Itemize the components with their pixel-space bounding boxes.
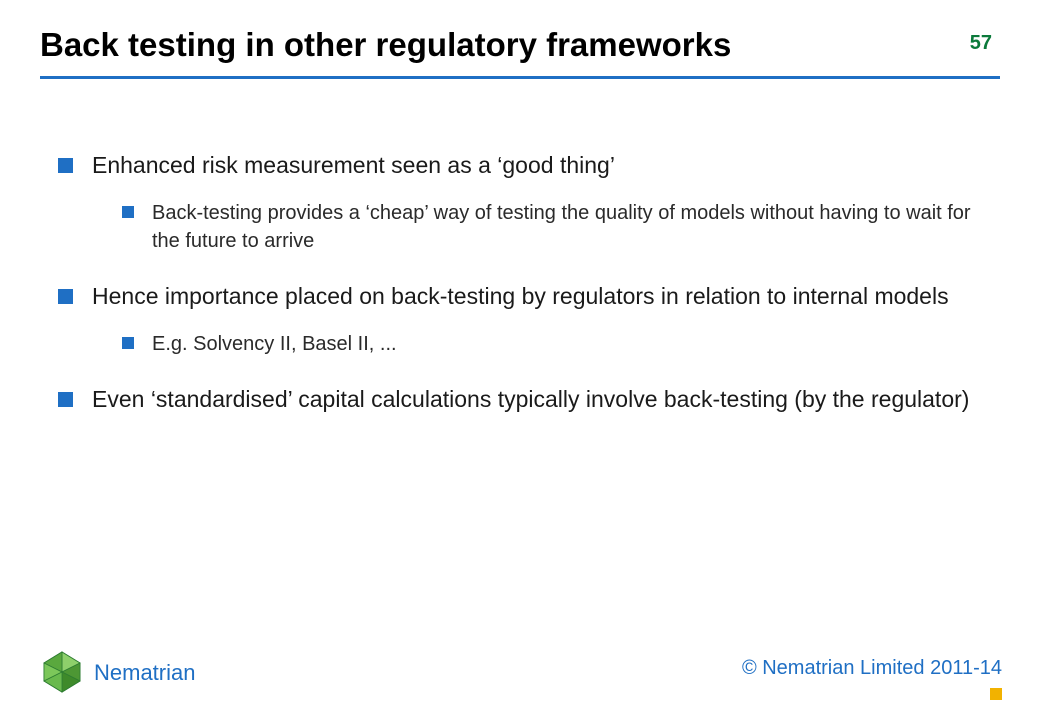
footer: Nematrian © Nematrian Limited 2011-14: [40, 646, 1020, 700]
sub-bullet-item: E.g. Solvency II, Basel II, ...: [122, 330, 982, 358]
sub-bullet-text: E.g. Solvency II, Basel II, ...: [152, 333, 397, 355]
bullet-list: Enhanced risk measurement seen as a ‘goo…: [58, 150, 982, 415]
nematrian-logo-icon: [40, 650, 84, 694]
bullet-item: Even ‘standardised’ capital calculations…: [58, 384, 982, 415]
sub-bullet-list: Back-testing provides a ‘cheap’ way of t…: [92, 199, 982, 255]
slide-title: Back testing in other regulatory framewo…: [40, 26, 1000, 64]
bullet-text: Even ‘standardised’ capital calculations…: [92, 386, 969, 412]
header: Back testing in other regulatory framewo…: [40, 26, 1000, 64]
bullet-text: Hence importance placed on back-testing …: [92, 283, 949, 309]
copyright-text: © Nematrian Limited 2011-14: [742, 657, 1002, 680]
sub-bullet-text: Back-testing provides a ‘cheap’ way of t…: [152, 202, 971, 252]
page-number: 57: [970, 32, 992, 55]
title-underline: [40, 76, 1000, 79]
bullet-text: Enhanced risk measurement seen as a ‘goo…: [92, 152, 615, 178]
slide: Back testing in other regulatory framewo…: [0, 0, 1040, 720]
bullet-item: Enhanced risk measurement seen as a ‘goo…: [58, 150, 982, 255]
bullet-item: Hence importance placed on back-testing …: [58, 281, 982, 358]
slide-body: Enhanced risk measurement seen as a ‘goo…: [58, 150, 982, 441]
brand-name: Nematrian: [94, 660, 195, 686]
corner-marker-icon: [990, 688, 1002, 700]
sub-bullet-list: E.g. Solvency II, Basel II, ...: [92, 330, 982, 358]
sub-bullet-item: Back-testing provides a ‘cheap’ way of t…: [122, 199, 982, 255]
